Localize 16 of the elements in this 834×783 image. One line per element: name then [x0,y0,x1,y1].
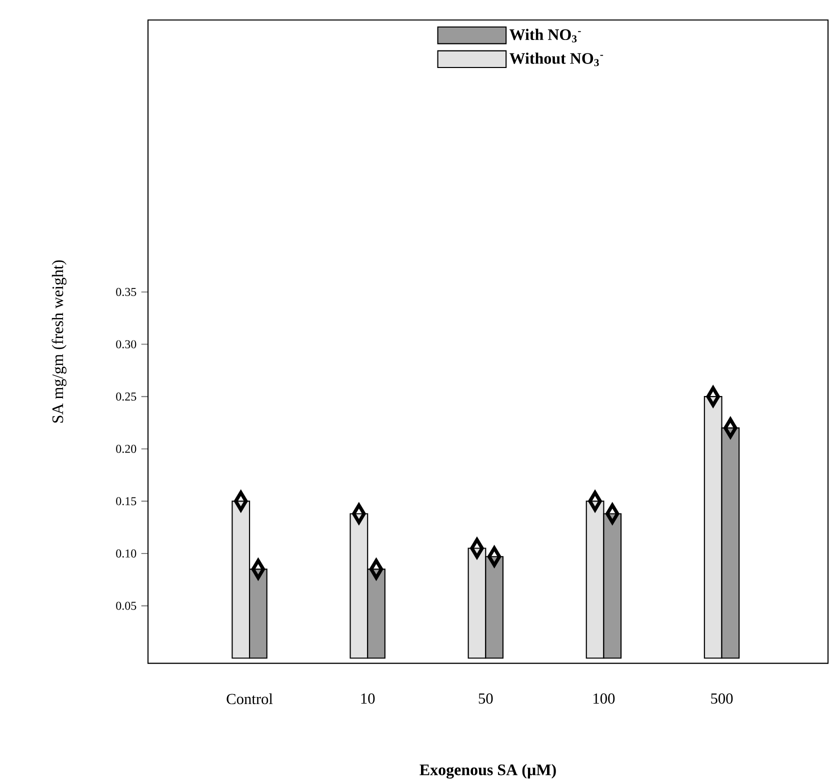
y-tick-label: 0.20 [116,444,136,453]
x-tick-label: 100 [594,693,615,704]
legend-label: With NO$_{3}$- [510,28,581,42]
x-tick-label: 50 [478,693,493,704]
y-tick-label: 0.30 [116,340,136,348]
x-tick-label: 10 [361,693,375,704]
y-tick-label: 0.15 [116,497,136,506]
x-tick-label: 500 [711,693,733,704]
y-tick-label: 0.10 [116,549,136,558]
x-tick-label: Control [226,693,273,704]
x-axis-title: Exogenous SA (µM) [420,764,556,779]
y-tick-label: 0.05 [116,602,136,610]
y-tick-label: 0.25 [116,392,136,401]
y-axis-title: SA mg/gm (fresh weight) [52,260,66,423]
legend-label: Without NO$_{3}$- [510,52,604,66]
y-tick-label: 0.35 [116,288,136,296]
